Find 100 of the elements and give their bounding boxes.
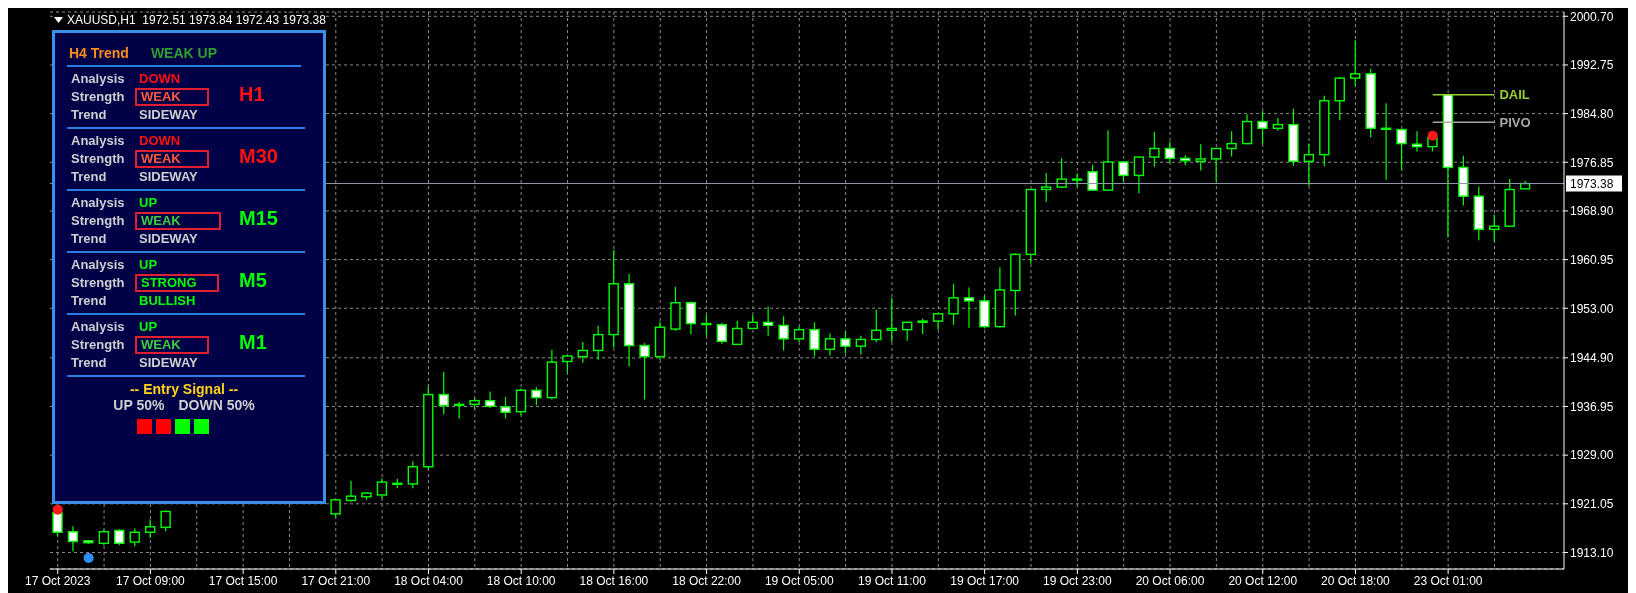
point bbox=[52, 504, 63, 515]
annotation: UP bbox=[139, 257, 158, 272]
annotation: Strength bbox=[71, 275, 126, 290]
annotation: Analysis bbox=[71, 71, 126, 86]
annotation: DOWN bbox=[139, 133, 181, 148]
y-tick-label: 1953.00 bbox=[1570, 301, 1614, 316]
annotation: H1 bbox=[239, 83, 265, 106]
ref-line-label: 1973.38 bbox=[1570, 177, 1614, 192]
annotation: BULLISH bbox=[139, 293, 196, 308]
annotation: WEAK bbox=[135, 211, 221, 230]
annotation: WEAK UP bbox=[150, 45, 218, 61]
candlestick bbox=[701, 314, 712, 337]
annotation: Trend bbox=[71, 293, 108, 308]
y-tick-label: 1921.05 bbox=[1570, 497, 1614, 512]
candlestick bbox=[500, 396, 511, 420]
candlestick bbox=[840, 330, 851, 355]
annotation: WEAK bbox=[135, 149, 209, 168]
candlestick bbox=[1226, 130, 1237, 158]
candlestick bbox=[1257, 110, 1268, 145]
candlestick bbox=[1164, 141, 1176, 164]
candlestick bbox=[144, 518, 156, 539]
point bbox=[1427, 130, 1438, 141]
annotation: M1 bbox=[239, 331, 267, 354]
candlestick bbox=[438, 371, 449, 415]
annotation: WEAK bbox=[135, 87, 209, 106]
candlestick bbox=[345, 480, 357, 503]
x-tick-label: 18 Oct 10:00 bbox=[486, 573, 556, 588]
candlestick bbox=[855, 335, 867, 356]
candlestick bbox=[484, 390, 496, 409]
candlestick bbox=[1241, 113, 1253, 145]
y-tick-label: 1936.95 bbox=[1570, 399, 1614, 414]
candlestick bbox=[1334, 76, 1345, 121]
candlestick bbox=[330, 498, 341, 519]
candlestick bbox=[1195, 143, 1206, 172]
annotation: Strength bbox=[71, 89, 126, 104]
annotation: -- Entry Signal -- bbox=[128, 381, 240, 397]
candlestick bbox=[1041, 172, 1052, 203]
candlestick bbox=[1210, 147, 1222, 183]
candlestick bbox=[963, 286, 975, 329]
point bbox=[83, 552, 94, 563]
candlestick bbox=[762, 305, 774, 337]
y-tick-label: 1929.00 bbox=[1570, 448, 1614, 463]
annotation: WEAK bbox=[135, 335, 209, 354]
candlestick bbox=[1350, 39, 1361, 87]
y-tick-label: 1992.75 bbox=[1570, 58, 1614, 73]
x-tick-label: 20 Oct 12:00 bbox=[1228, 573, 1298, 588]
candlestick bbox=[809, 321, 820, 358]
candlestick bbox=[948, 283, 959, 326]
annotation: UP bbox=[139, 319, 158, 334]
x-tick-label: 18 Oct 16:00 bbox=[579, 573, 649, 588]
chart-title: XAUUSD,H1 1972.51 1973.84 1972.43 1973.38 bbox=[67, 13, 326, 27]
x-tick-label: 23 Oct 01:00 bbox=[1413, 573, 1483, 588]
candlestick bbox=[1087, 164, 1098, 192]
candlestick bbox=[886, 297, 897, 343]
candlestick bbox=[1303, 143, 1315, 187]
y-tick-label: 1968.90 bbox=[1570, 204, 1614, 219]
x-tick-label: 19 Oct 17:00 bbox=[950, 573, 1020, 588]
annotation: SIDEWAY bbox=[139, 169, 198, 184]
annotation: SIDEWAY bbox=[139, 107, 198, 122]
annotation: Strength bbox=[71, 151, 126, 166]
candlestick bbox=[1272, 117, 1284, 132]
annotation: SIDEWAY bbox=[139, 231, 198, 246]
y-tick-label: 1984.80 bbox=[1570, 106, 1614, 121]
ref-line-label: DAIL bbox=[1499, 87, 1530, 103]
candlestick bbox=[824, 332, 836, 356]
candlestick bbox=[376, 477, 388, 500]
x-tick-label: 19 Oct 05:00 bbox=[764, 573, 834, 588]
candlestick bbox=[1056, 157, 1067, 189]
annotation: Analysis bbox=[71, 319, 126, 334]
annotation: Trend bbox=[71, 355, 108, 370]
candlestick bbox=[67, 525, 79, 552]
annotation: M5 bbox=[239, 269, 267, 292]
candlestick bbox=[716, 322, 728, 345]
candlestick bbox=[160, 509, 171, 532]
x-tick-label: 17 Oct 21:00 bbox=[301, 573, 371, 588]
candlestick bbox=[407, 460, 419, 489]
candlestick bbox=[515, 387, 527, 416]
candlestick bbox=[1118, 160, 1129, 183]
candlestick bbox=[871, 309, 882, 343]
y-tick-label: 1944.90 bbox=[1570, 351, 1614, 366]
candlestick bbox=[685, 300, 697, 336]
annotation: Strength bbox=[71, 337, 126, 352]
y-tick-label: 1976.85 bbox=[1570, 155, 1614, 170]
x-tick-label: 17 Oct 09:00 bbox=[116, 573, 186, 588]
annotation: Analysis bbox=[71, 195, 126, 210]
annotation: Trend bbox=[71, 169, 108, 184]
x-tick-label: 20 Oct 18:00 bbox=[1321, 573, 1391, 588]
annotation: Trend bbox=[71, 231, 108, 246]
x-tick-label: 18 Oct 22:00 bbox=[672, 573, 742, 588]
y-tick-label: 1913.10 bbox=[1570, 545, 1614, 560]
annotation: STRONG bbox=[135, 273, 219, 292]
annotation: DOWN 50% bbox=[178, 397, 255, 413]
annotation: SIDEWAY bbox=[139, 355, 198, 370]
candlestick bbox=[577, 341, 588, 364]
x-tick-label: 20 Oct 06:00 bbox=[1135, 573, 1205, 588]
x-tick-label: 17 Oct 15:00 bbox=[208, 573, 278, 588]
annotation: M30 bbox=[239, 145, 278, 168]
candlestick bbox=[732, 320, 743, 346]
x-tick-label: 17 Oct 2023 bbox=[25, 573, 91, 588]
x-tick-label: 19 Oct 11:00 bbox=[858, 573, 927, 588]
